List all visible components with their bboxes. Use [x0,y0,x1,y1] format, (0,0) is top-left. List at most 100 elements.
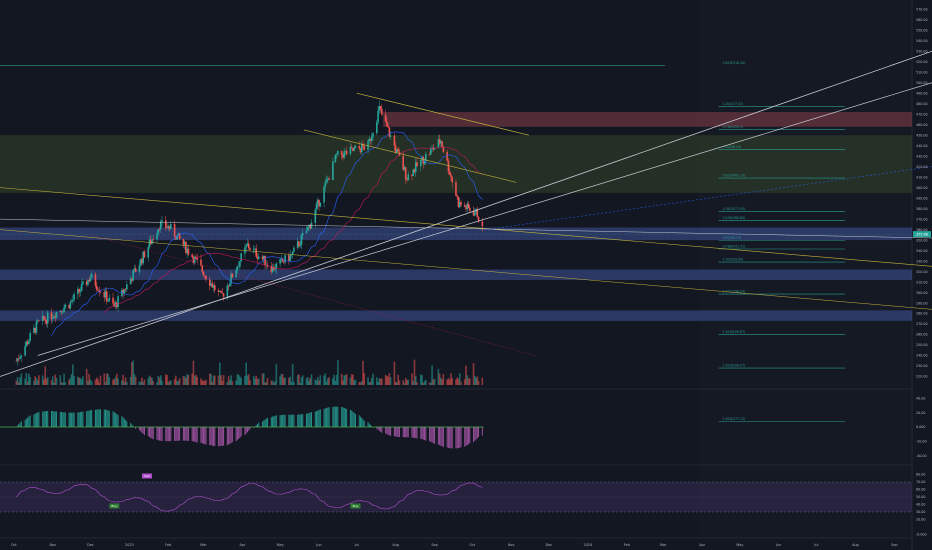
macd-bar [292,414,294,427]
candle [19,357,21,359]
volume-bar [315,380,318,385]
macd-bar [174,427,176,441]
rsi-signal-tag [350,503,361,509]
volume-bar [310,374,313,385]
candle [271,266,274,273]
candle [296,241,299,248]
candle [328,178,330,180]
volume-bar [396,382,398,385]
macd-bar [371,426,373,427]
volume-bar [334,380,337,385]
candle [433,147,436,150]
volume-bar [68,379,70,385]
fib-level-label: 1.272(298.54) [723,290,746,294]
candle [116,302,118,308]
candle [310,222,313,229]
volume-bar [147,378,150,385]
macd-bar [451,427,453,449]
candle [240,253,242,262]
macd-bar [270,417,272,427]
macd-bar [406,427,408,438]
volume-bar [94,379,97,385]
time-tick-label: Mar [660,543,667,547]
candle [358,146,361,149]
last-price-tag [913,231,931,238]
macd-bar [53,411,55,427]
macd-bar [91,409,93,427]
macd-bar [381,427,383,433]
macd-bar [337,406,339,427]
candle [129,278,132,285]
volume-bar [414,376,417,385]
volume-bar [335,374,338,385]
volume-bar [386,375,388,385]
candle [53,316,55,318]
volume-bar [220,375,222,385]
volume-bar [141,377,143,385]
volume-bar [240,377,242,385]
rsi-line [16,482,483,512]
candle [476,209,479,218]
volume-bar [168,380,171,385]
macd-bar [367,422,369,427]
candle [324,182,327,187]
time-tick-label: Aug [852,543,859,547]
volume-bar [283,377,285,385]
macd-bar [86,411,88,427]
candle [446,151,448,161]
volume-bar [222,374,225,385]
macd-bar [156,427,158,440]
volume-bar [121,380,123,385]
volume-bar [202,380,205,385]
candle [275,263,278,270]
volume-bar [247,374,250,385]
candle [284,255,286,263]
volume-bar [441,379,443,385]
candle [156,233,158,240]
macd-bar [194,427,196,442]
macd-bar [88,410,90,427]
projection-dotted-line [486,166,932,230]
volume-bar [157,375,160,385]
macd-bar [476,427,478,439]
macd-bar [473,427,475,443]
volume-bar [431,365,433,385]
volume-bar [468,378,471,385]
macd-bar [342,407,344,427]
candle [149,239,152,245]
macd-bar [343,407,345,427]
volume-bar [446,379,448,385]
macd-bar [229,427,231,444]
candle [450,174,452,177]
price-tick-label: 470.00 [916,112,928,116]
macd-bar [122,417,124,427]
price-tick-label: 360.00 [916,228,928,232]
volume-bar [152,380,155,385]
candle [132,270,134,281]
candle [222,293,225,297]
volume-bar [262,373,265,385]
macd-bar [403,427,405,438]
candle [173,224,176,237]
candle [24,346,26,356]
macd-bar [18,424,20,427]
macd-bar [71,412,73,427]
candle [103,291,106,298]
candle [291,251,294,255]
candle [343,151,345,158]
volume-bar [367,377,369,385]
candle [54,316,57,318]
macd-bar [28,416,30,427]
volume-bar [34,376,36,385]
macd-bar [460,427,462,448]
volume-bar [82,376,84,385]
candle [423,161,426,164]
macd-bar [326,407,328,427]
macd-bar [99,409,101,427]
candle [301,233,304,236]
candle [455,182,457,196]
macd-bar [221,427,223,446]
volume-bar [89,379,92,385]
volume-bar [142,382,144,385]
